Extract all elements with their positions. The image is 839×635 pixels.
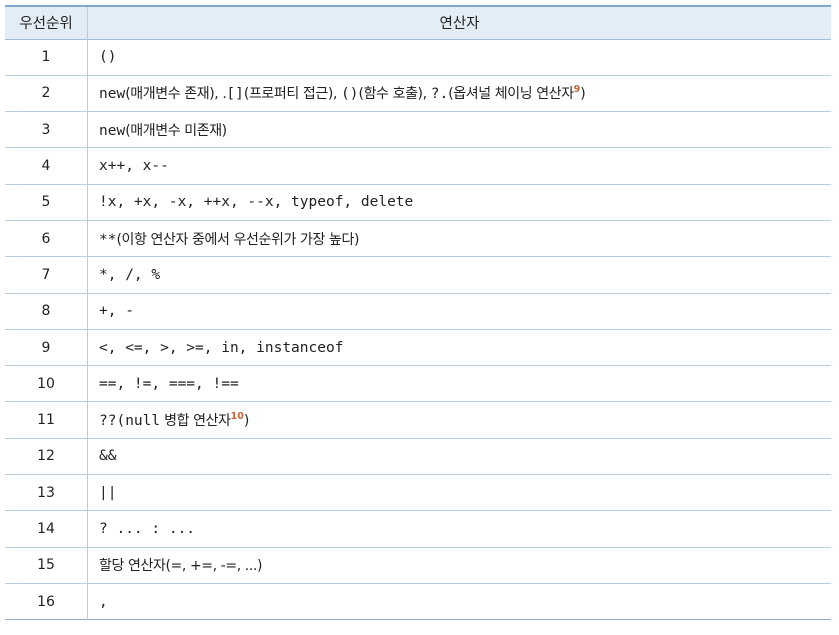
operator-description: (매개변수 존재), .: [125, 86, 227, 103]
table-row: 14 ? ... : ...: [5, 510, 832, 548]
operator-code: (): [99, 49, 117, 66]
rank-cell: 2: [5, 75, 88, 112]
operator-code: ??(null: [99, 413, 161, 430]
rank-cell: 7: [5, 256, 88, 294]
operator-code: +, -: [99, 303, 134, 320]
header-operator: 연산자: [439, 16, 480, 33]
rank-cell: 16: [5, 583, 88, 620]
table-row: 1 (): [5, 39, 832, 76]
operator-description: (프로퍼티 접근),: [243, 86, 342, 103]
table-row: 5 !x, +x, -x, ++x, --x, typeof, delete: [5, 184, 832, 221]
operator-cell: **(이항 연산자 중에서 우선순위가 가장 높다): [88, 220, 832, 256]
rank-cell: 8: [5, 293, 88, 330]
operator-description: (=, +=, -=, ...): [165, 558, 263, 575]
operator-cell: &&: [88, 438, 832, 474]
operator-code: **: [99, 231, 117, 248]
operator-cell: <, <=, >, >=, in, instanceof: [88, 329, 832, 365]
operator-precedence-table-wrapper: 우선순위 연산자 1() 2 new(매개변수 존재), .[](프로퍼티 접근),…: [5, 5, 831, 620]
operator-cell: (): [88, 39, 832, 75]
rank-cell: 11: [5, 401, 88, 439]
operator-cell: new(매개변수 미존재): [88, 112, 832, 148]
table-row: 10 ==, !=, ===, !==: [5, 365, 832, 402]
operator-code: (): [341, 86, 359, 103]
rank-cell: 10: [5, 365, 88, 402]
footnote-marker: 10: [230, 411, 244, 423]
rank-cell: 14: [5, 510, 88, 548]
table-row: 9 <, <=, >, >=, in, instanceof: [5, 329, 832, 366]
rank-cell: 3: [5, 111, 88, 148]
operator-description: ): [580, 86, 586, 103]
table-row: 11 ??(null 병합 연산자10): [5, 401, 832, 439]
operator-code: ==, !=, ===, !==: [99, 375, 239, 392]
operator-description: (이항 연산자 중에서 우선순위가 가장 높다): [116, 231, 360, 248]
table-row: 7 *, /, %: [5, 256, 832, 294]
table-header: 우선순위 연산자: [5, 6, 831, 39]
operator-description: (함수 호출),: [358, 86, 431, 103]
operator-code: []: [226, 86, 244, 103]
rank-cell: 9: [5, 329, 88, 366]
operator-cell: new(매개변수 존재), .[](프로퍼티 접근), ()(함수 호출), ?…: [88, 75, 832, 111]
operator-cell: ||: [88, 475, 832, 511]
operator-cell: ,: [88, 583, 832, 619]
operator-cell: !x, +x, -x, ++x, --x, typeof, delete: [88, 184, 832, 220]
table-row: 6 **(이항 연산자 중에서 우선순위가 가장 높다): [5, 220, 832, 257]
table-row: 8 +, -: [5, 293, 832, 330]
rank-cell: 5: [5, 184, 88, 221]
rank-cell: 13: [5, 474, 88, 511]
operator-code: !x, +x, -x, ++x, --x, typeof, delete: [99, 194, 414, 211]
operator-code: <, <=, >, >=, in, instanceof: [99, 339, 344, 356]
operator-code: &&: [99, 448, 117, 465]
operator-description: ): [243, 413, 249, 430]
table-row: 4 x++, x--: [5, 147, 832, 185]
operator-code: x++, x--: [99, 158, 169, 175]
rank-cell: 1: [5, 39, 88, 76]
table-row: 12 &&: [5, 438, 832, 475]
rank-cell: 4: [5, 147, 88, 185]
operator-code: ? ... : ...: [99, 521, 196, 537]
table-row: 15 할당 연산자(=, +=, -=, ...): [5, 547, 832, 584]
rank-cell: 15: [5, 547, 88, 584]
operator-cell: ? ... : ...: [88, 511, 832, 547]
operator-cell: *, /, %: [88, 257, 832, 293]
operator-cell: x++, x--: [88, 148, 832, 184]
operator-precedence-table: 우선순위 연산자 1() 2 new(매개변수 존재), .[](프로퍼티 접근),…: [5, 5, 831, 620]
table-row: 16,: [5, 583, 832, 620]
operator-code: ||: [99, 484, 117, 501]
header-row: 우선순위 연산자: [5, 6, 831, 39]
table-row: 3 new(매개변수 미존재): [5, 111, 832, 148]
footnote-marker: 9: [573, 84, 581, 96]
operator-code: new: [99, 86, 126, 103]
operator-code: *, /, %: [99, 266, 161, 283]
header-rank: 우선순위: [5, 6, 88, 39]
operator-description: 병합 연산자: [160, 413, 231, 430]
operator-code: ?.: [430, 86, 449, 103]
operator-cell: ==, !=, ===, !==: [88, 366, 832, 402]
operator-code: new: [99, 122, 126, 139]
operator-description: (매개변수 미존재): [125, 122, 227, 139]
rank-cell: 6: [5, 220, 88, 257]
table-row: 13 ||: [5, 474, 832, 511]
operator-cell: ??(null 병합 연산자10): [88, 402, 832, 438]
operator-cell: 할당 연산자(=, +=, -=, ...): [88, 547, 832, 583]
rank-cell: 12: [5, 438, 88, 475]
operator-description: 할당 연산자: [99, 558, 166, 575]
table-body: 1() 2 new(매개변수 존재), .[](프로퍼티 접근), ()(함수 호출…: [5, 39, 831, 620]
operator-code: ,: [99, 593, 108, 610]
operator-cell: +, -: [88, 293, 832, 329]
table-row: 2 new(매개변수 존재), .[](프로퍼티 접근), ()(함수 호출), …: [5, 75, 832, 112]
operator-description: (옵셔널 체이닝 연산자: [448, 86, 574, 103]
